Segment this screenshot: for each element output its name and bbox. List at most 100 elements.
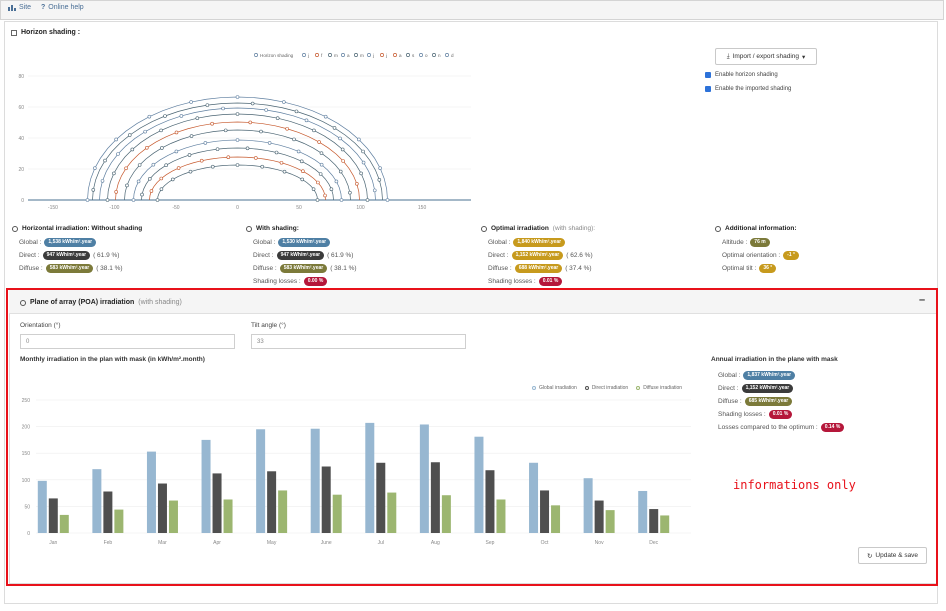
sun-path-point <box>316 180 320 185</box>
sun-path-point <box>195 116 200 121</box>
sun-path-point <box>357 137 361 142</box>
bar-direct <box>157 483 167 533</box>
bar-diffuse <box>387 492 397 533</box>
sun-path-point <box>339 198 344 202</box>
sun-path-point <box>223 128 228 133</box>
circle-icon <box>246 225 252 232</box>
tilt-input[interactable]: 33 <box>251 334 466 349</box>
sun-path-point <box>301 169 305 174</box>
y-tick-label: 150 <box>22 451 31 457</box>
legend-label: a <box>347 53 350 58</box>
collapse-button[interactable]: – <box>919 294 926 306</box>
legend-direct[interactable]: Direct irradiation <box>584 385 628 391</box>
sun-path-point <box>332 126 337 130</box>
legend-dot <box>393 53 397 57</box>
enable-horizon-checkbox[interactable]: Enable horizon shading <box>705 72 778 78</box>
horizontal-irradiation-info: Horizontal irradiation: Without shading … <box>12 225 237 275</box>
monthly-chart-legend: Global irradiation Direct irradiation Di… <box>532 385 682 391</box>
sun-path-point <box>147 114 152 119</box>
y-tick-label: 50 <box>24 504 30 510</box>
sun-path-point <box>210 121 214 126</box>
y-tick-label: 20 <box>18 167 24 173</box>
bar-diffuse <box>278 490 288 533</box>
sun-path-point <box>318 172 323 176</box>
sun-path-point <box>235 163 240 167</box>
x-tick-label: Apr <box>213 540 221 546</box>
sun-path-point <box>189 100 193 104</box>
bar-diffuse <box>660 515 670 533</box>
sun-path-point <box>348 190 352 195</box>
legend-diffuse[interactable]: Diffuse irradiation <box>636 385 682 391</box>
sun-path-point <box>365 198 370 202</box>
losses-badge: 0.00 % <box>303 277 328 286</box>
sun-path-point <box>100 179 105 183</box>
bar-diffuse <box>605 510 615 533</box>
y-tick-label: 0 <box>21 198 24 204</box>
enable-imported-checkbox[interactable]: Enable the imported shading <box>705 86 791 92</box>
sun-path-point <box>235 138 240 142</box>
checkbox-checked-icon <box>705 86 711 92</box>
sun-path-point <box>179 114 184 118</box>
bar-global <box>474 436 484 533</box>
tab-site[interactable]: Site <box>8 4 31 11</box>
highlight-box <box>6 288 938 586</box>
circle-icon <box>532 386 536 390</box>
sun-path-point <box>274 150 279 155</box>
bar-global <box>92 469 102 533</box>
sun-path-point <box>137 163 142 167</box>
sun-path-point <box>275 116 280 121</box>
legend-label: m <box>360 53 364 58</box>
sun-path-point <box>378 166 382 170</box>
sun-path-point <box>114 190 118 194</box>
legend-dot <box>302 53 306 57</box>
sun-path-point <box>199 158 204 163</box>
circle-icon <box>12 225 18 232</box>
sun-path-point <box>125 183 129 188</box>
sun-path-point <box>143 129 147 134</box>
poa-header <box>9 290 937 314</box>
bar-global <box>529 462 539 533</box>
tab-online-help[interactable]: ? Online help <box>41 4 84 11</box>
sun-path-point <box>93 166 97 170</box>
sun-path-point <box>221 106 225 111</box>
sun-path-point <box>253 156 258 160</box>
direct-badge: 947 kWh/m².year <box>276 251 325 260</box>
sun-path-point <box>164 163 168 168</box>
import-export-button[interactable]: ⤓ Import / export shading ▾ <box>715 48 817 65</box>
global-badge: 1,840 kWh/m².year <box>513 238 566 247</box>
legend-global[interactable]: Global irradiation <box>532 385 577 391</box>
bar-global <box>638 490 648 533</box>
tab-help-label: Online help <box>48 4 84 11</box>
sun-path-point <box>145 146 149 150</box>
circle-icon <box>20 299 26 306</box>
sun-path-point <box>163 114 167 118</box>
sun-path-point <box>248 120 253 125</box>
legend-dot <box>432 53 436 57</box>
update-save-button[interactable]: ↻ Update & save <box>858 547 927 564</box>
legend-label: j <box>372 53 374 58</box>
bar-diffuse <box>114 509 124 533</box>
bar-global <box>419 424 429 533</box>
orientation-badge: -1 ° <box>783 251 800 260</box>
sun-path-point <box>160 146 164 150</box>
x-tick-label: Aug <box>431 540 440 546</box>
tab-site-label: Site <box>19 4 32 11</box>
tab-bar: Site ? Online help <box>0 0 944 20</box>
legend-dot <box>328 53 332 57</box>
sun-path-point <box>340 147 345 152</box>
sun-path-point <box>159 176 164 181</box>
sun-path-point <box>245 146 250 151</box>
bar-diffuse <box>168 500 178 533</box>
direct-badge: 1,152 kWh/m².year <box>511 251 564 260</box>
sun-path-point <box>294 109 299 114</box>
sun-path-point <box>267 141 272 145</box>
sun-path-point <box>377 178 382 182</box>
horizon-shading-chart: 80 60 40 20 0 -150 -100 -50 0 50 100 150 Horizon sha… <box>18 53 471 211</box>
sun-path-point <box>205 103 210 107</box>
y-tick-label: 0 <box>27 531 30 537</box>
sun-path-point <box>170 177 175 182</box>
diffuse-badge: 685 kWh/m².year <box>744 397 793 406</box>
sun-path-point <box>103 158 107 163</box>
legend-dot <box>354 53 358 57</box>
orientation-input[interactable]: 0 <box>20 334 235 349</box>
